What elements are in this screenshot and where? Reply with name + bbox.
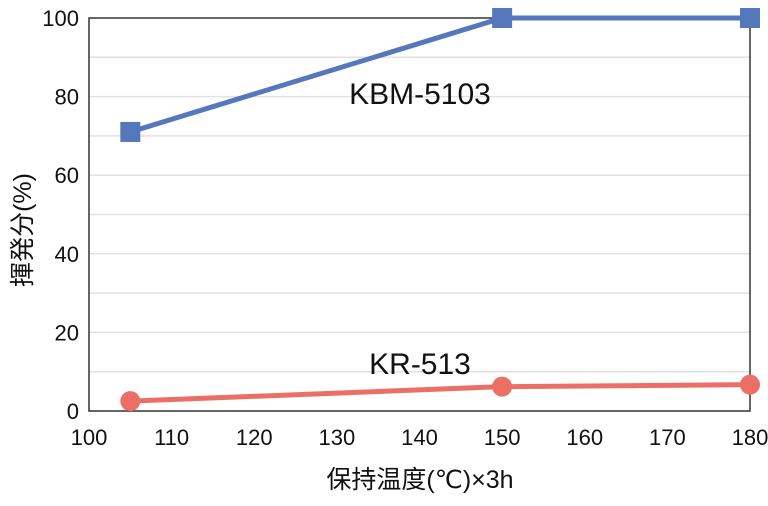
x-tick-label: 130: [319, 425, 356, 450]
x-tick-label: 140: [401, 425, 438, 450]
x-axis-label: 保持温度(℃)×3h: [326, 466, 513, 494]
x-tick-label: 160: [566, 425, 603, 450]
series-line: [130, 382, 751, 404]
gridlines: [89, 56, 750, 373]
x-tick-label: 180: [732, 425, 768, 450]
x-tick-label: 120: [236, 425, 273, 450]
data-point: [740, 374, 760, 395]
data-point: [120, 391, 141, 412]
data-point: [492, 8, 513, 28]
data-point: [740, 8, 760, 28]
series-label-kbm-5103: KBM-5103: [349, 78, 491, 111]
y-tick-label: 40: [55, 242, 79, 267]
data-point: [120, 121, 141, 142]
x-tick-label: 170: [649, 425, 686, 450]
data-point: [492, 376, 513, 397]
y-tick-label: 80: [55, 85, 79, 110]
x-tick-label: 100: [71, 425, 108, 450]
x-tick-label: 110: [154, 425, 189, 450]
y-tick-label: 60: [55, 163, 79, 188]
series-label-kr-513: KR-513: [369, 348, 471, 381]
series-line: [129, 15, 750, 135]
y-tick-label: 20: [55, 320, 79, 345]
y-tick-label: 100: [42, 6, 79, 31]
y-tick-label: 0: [67, 399, 79, 424]
y-axis-label: 揮発分(%): [9, 173, 37, 287]
plot-frame: [88, 17, 751, 412]
series-kr-513: [120, 374, 760, 412]
series-kbm-5103: [120, 8, 760, 142]
x-tick-label: 150: [484, 425, 521, 450]
